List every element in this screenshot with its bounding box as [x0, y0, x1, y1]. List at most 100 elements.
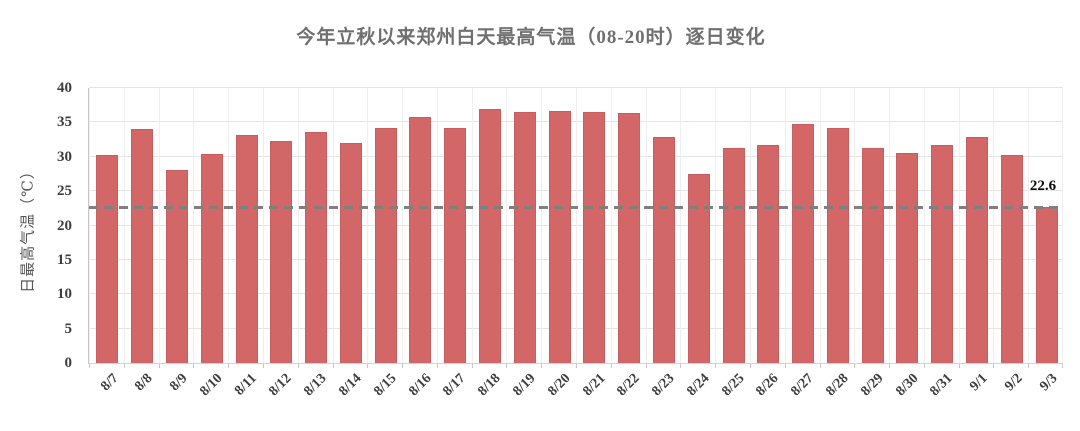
bar-8/11: [235, 135, 258, 363]
x-tick-label: 8/29: [858, 371, 887, 400]
x-tick-label: 8/8: [132, 371, 156, 395]
x-tick-label: 8/27: [788, 371, 817, 400]
x-axis-tick: [124, 364, 125, 368]
bar-8/10: [200, 154, 223, 363]
x-tick-label: 8/21: [579, 371, 609, 400]
x-tick-label: 8/13: [301, 371, 330, 400]
x-tick-label: 8/24: [684, 371, 713, 400]
gridline-vertical: [124, 88, 125, 363]
gridline-vertical: [854, 88, 855, 363]
y-tick-label: 0: [64, 355, 73, 371]
x-axis-tick: [1062, 364, 1063, 368]
gridline-vertical: [785, 88, 786, 363]
x-tick-label: 8/10: [197, 371, 226, 400]
x-axis-tick: [193, 364, 194, 368]
gridline-vertical: [924, 88, 925, 363]
x-axis-tick: [159, 364, 160, 368]
x-axis-tick: [889, 364, 890, 368]
gridline-vertical: [820, 88, 821, 363]
x-tick-label: 8/12: [266, 371, 295, 400]
bar-8/15: [374, 127, 397, 363]
y-tick-label: 35: [57, 114, 72, 131]
x-axis-tick: [228, 364, 229, 368]
gridline-vertical: [298, 88, 299, 363]
x-tick-label: 8/18: [475, 371, 504, 400]
gridline-vertical: [472, 88, 473, 363]
x-axis-tick: [854, 364, 855, 368]
gridline-vertical: [228, 88, 229, 363]
x-axis-tick: [680, 364, 681, 368]
gridline-vertical: [193, 88, 194, 363]
bar-9/1: [966, 136, 989, 363]
bar-8/28: [826, 128, 849, 363]
gridline-horizontal: [89, 87, 1063, 88]
x-tick-label: 9/2: [1002, 371, 1026, 395]
gridline-vertical: [715, 88, 716, 363]
bar-8/27: [792, 124, 815, 363]
chart-title: 今年立秋以来郑州白天最高气温（08-20时）逐日变化: [296, 27, 766, 48]
x-axis-tick: [506, 364, 507, 368]
x-axis-tick: [576, 364, 577, 368]
reference-line: [89, 206, 1063, 210]
x-tick-label: 8/28: [823, 371, 852, 400]
x-tick-label: 8/16: [405, 371, 435, 400]
x-axis-tick: [89, 364, 90, 368]
gridline-vertical: [611, 88, 612, 363]
x-tick-label: 8/15: [371, 371, 400, 400]
gridline-vertical: [959, 88, 960, 363]
gridline-vertical: [437, 88, 438, 363]
bar-8/21: [583, 111, 606, 363]
bar-8/31: [931, 144, 954, 363]
gridline-vertical: [89, 88, 90, 363]
x-axis-tick: [785, 364, 786, 368]
x-tick-label: 8/17: [440, 371, 469, 400]
bar-8/30: [896, 153, 919, 363]
x-tick-label: 8/11: [232, 371, 261, 399]
x-tick-label: 8/30: [892, 371, 922, 400]
x-axis-tick: [472, 364, 473, 368]
x-axis-tick: [715, 364, 716, 368]
gridline-vertical: [506, 88, 507, 363]
bar-8/24: [687, 174, 710, 363]
bar-8/17: [444, 127, 467, 363]
x-axis-tick: [541, 364, 542, 368]
gridline-vertical: [263, 88, 264, 363]
y-tick-label: 25: [57, 183, 72, 200]
x-tick-label: 8/9: [167, 371, 191, 395]
y-tick-label: 10: [57, 286, 72, 303]
x-axis-tick: [959, 364, 960, 368]
bar-8/16: [409, 117, 432, 363]
y-tick-label: 40: [57, 80, 72, 96]
bar-8/12: [270, 140, 293, 363]
x-tick-label: 8/7: [97, 371, 122, 395]
gridline-vertical: [750, 88, 751, 363]
bar-8/25: [722, 147, 745, 363]
bar-8/23: [652, 137, 675, 363]
plot-area: [88, 87, 1063, 368]
y-tick-label: 30: [57, 148, 72, 165]
gridline-vertical: [367, 88, 368, 363]
bar-8/22: [618, 113, 641, 363]
gridline-vertical: [541, 88, 542, 363]
y-axis-tick-labels: 0 5 10 15 20 25 30 35 40: [0, 80, 73, 371]
bar-9/3: [1035, 206, 1058, 363]
x-axis-tick: [820, 364, 821, 368]
x-tick-label: 8/26: [753, 371, 782, 400]
x-axis-tick: [402, 364, 403, 368]
x-tick-label: 8/20: [545, 371, 574, 400]
gridline-vertical: [993, 88, 994, 363]
gridline-vertical: [1062, 88, 1063, 363]
x-axis-tick: [924, 364, 925, 368]
gridline-vertical: [333, 88, 334, 363]
x-tick-label: 8/25: [718, 371, 748, 400]
y-tick-label: 5: [64, 320, 73, 337]
y-tick-label: 20: [57, 217, 72, 234]
x-axis-tick: [333, 364, 334, 368]
x-axis-tick: [437, 364, 438, 368]
x-tick-label: 8/23: [649, 371, 678, 400]
gridline-vertical: [889, 88, 890, 363]
gridline-vertical: [680, 88, 681, 363]
gridline-vertical: [1028, 88, 1029, 363]
bar-8/26: [757, 144, 780, 363]
